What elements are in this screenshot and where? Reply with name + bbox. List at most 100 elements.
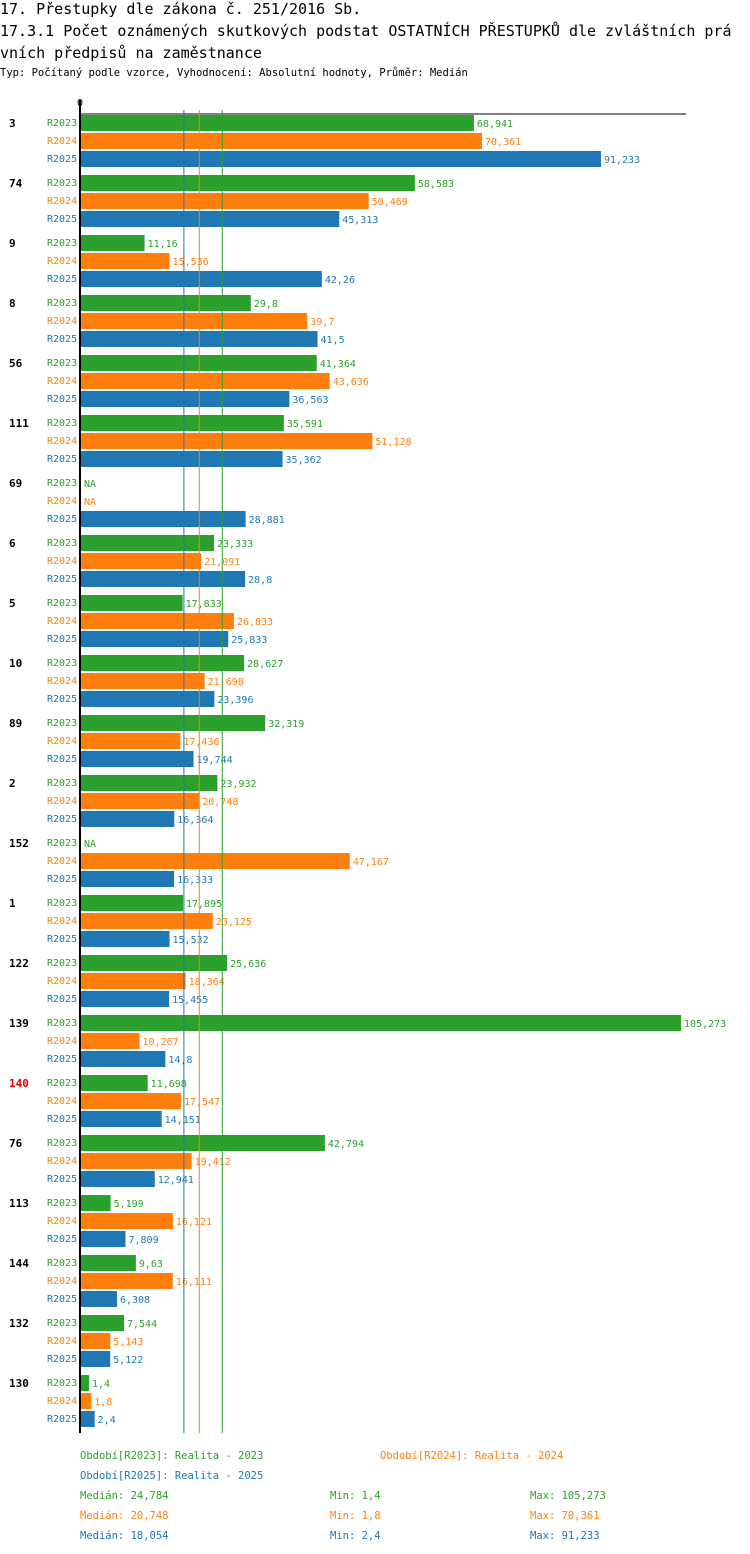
- bar-r2024: [81, 433, 373, 449]
- series-label-r2025: R2025: [47, 1234, 77, 1245]
- series-label-r2023: R2023: [47, 118, 77, 129]
- category-label: 9: [9, 237, 16, 250]
- category-label: 122: [9, 957, 29, 970]
- category-label: 132: [9, 1317, 29, 1330]
- series-label-r2023: R2023: [47, 1018, 77, 1029]
- series-label-r2024: R2024: [47, 1036, 77, 1047]
- series-label-r2025: R2025: [47, 1114, 77, 1125]
- bar-r2023: [81, 1015, 681, 1031]
- series-label-r2025: R2025: [47, 574, 77, 585]
- data-label: 28,8: [248, 575, 272, 586]
- bar-r2023: [81, 1075, 148, 1091]
- data-label: 16,364: [177, 815, 213, 826]
- data-label: 50,469: [372, 197, 408, 208]
- data-label: 26,833: [237, 617, 273, 628]
- category-label: 1: [9, 897, 16, 910]
- series-label-r2024: R2024: [47, 1336, 77, 1347]
- series-label-r2024: R2024: [47, 256, 77, 267]
- data-label: 15,455: [172, 995, 208, 1006]
- series-label-r2024: R2024: [47, 376, 77, 387]
- data-label: 35,362: [286, 455, 322, 466]
- series-label-r2024: R2024: [47, 1396, 77, 1407]
- bar-r2025: [81, 151, 601, 167]
- stat-r2025-min: Min: 2,4: [330, 1530, 381, 1542]
- bar-r2024: [81, 133, 483, 149]
- bar-r2023: [81, 775, 218, 791]
- bar-r2024: [81, 853, 350, 869]
- series-label-r2024: R2024: [47, 676, 77, 687]
- bar-r2025: [81, 271, 322, 287]
- data-label: 2,4: [98, 1415, 116, 1426]
- bar-r2024: [81, 1153, 192, 1169]
- data-label: 17,436: [183, 737, 219, 748]
- data-label: 25,833: [231, 635, 267, 646]
- bar-r2025: [81, 571, 246, 587]
- bar-r2024: [81, 313, 308, 329]
- series-label-r2024: R2024: [47, 1216, 77, 1227]
- series-label-r2024: R2024: [47, 556, 77, 567]
- data-label: 1,8: [94, 1397, 112, 1408]
- series-label-r2024: R2024: [47, 436, 77, 447]
- data-label: 16,111: [176, 1277, 212, 1288]
- bar-r2024: [81, 913, 213, 929]
- data-label: 20,748: [202, 797, 238, 808]
- stat-r2025-max: Max: 91,233: [530, 1530, 600, 1542]
- series-label-r2025: R2025: [47, 1414, 77, 1425]
- series-label-r2024: R2024: [47, 736, 77, 747]
- series-label-r2023: R2023: [47, 478, 77, 489]
- category-label: 3: [9, 117, 16, 130]
- series-label-r2025: R2025: [47, 814, 77, 825]
- legend-r2024: Období[R2024]: Realita - 2024: [380, 1450, 564, 1462]
- bar-r2024: [81, 1033, 140, 1049]
- data-label: 29,8: [254, 299, 278, 310]
- bar-r2024: [81, 373, 330, 389]
- bar-r2024: [81, 1273, 173, 1289]
- legend-r2023: Období[R2023]: Realita - 2023: [80, 1450, 264, 1462]
- bar-r2025: [81, 631, 229, 647]
- bar-r2025: [81, 511, 246, 527]
- series-label-r2023: R2023: [47, 1378, 77, 1389]
- category-label: 130: [9, 1377, 29, 1390]
- bar-r2025: [81, 1171, 155, 1187]
- series-label-r2024: R2024: [47, 316, 77, 327]
- bar-r2023: [81, 1135, 325, 1151]
- bar-r2024: [81, 793, 200, 809]
- category-label: 74: [9, 177, 23, 190]
- series-label-r2023: R2023: [47, 1258, 77, 1269]
- data-label: 19,744: [197, 755, 233, 766]
- data-label: 10,267: [143, 1037, 179, 1048]
- data-label: 41,364: [320, 359, 356, 370]
- series-label-r2023: R2023: [47, 778, 77, 789]
- category-label: 2: [9, 777, 16, 790]
- stat-r2024-median: Medián: 20,748: [80, 1510, 169, 1522]
- category-label: 10: [9, 657, 22, 670]
- series-label-r2023: R2023: [47, 538, 77, 549]
- data-label: 5,143: [113, 1337, 143, 1348]
- series-label-r2023: R2023: [47, 238, 77, 249]
- data-label: 42,794: [328, 1139, 364, 1150]
- data-label: 58,583: [418, 179, 454, 190]
- bar-r2023: [81, 655, 245, 671]
- category-label: 144: [9, 1257, 29, 1270]
- legend-r2025: Období[R2025]: Realita - 2025: [80, 1470, 264, 1482]
- data-label: 32,319: [268, 719, 304, 730]
- data-label: NA: [84, 839, 96, 850]
- data-label: 7,809: [129, 1235, 159, 1246]
- series-label-r2024: R2024: [47, 796, 77, 807]
- series-label-r2023: R2023: [47, 958, 77, 969]
- data-label: 91,233: [604, 155, 640, 166]
- data-label: 6,308: [120, 1295, 150, 1306]
- series-label-r2025: R2025: [47, 694, 77, 705]
- data-label: 35,591: [287, 419, 323, 430]
- series-label-r2023: R2023: [47, 298, 77, 309]
- series-label-r2024: R2024: [47, 496, 77, 507]
- data-label: 17,895: [186, 899, 222, 910]
- data-label: 23,396: [217, 695, 253, 706]
- data-label: 68,941: [477, 119, 513, 130]
- data-label: 41,5: [321, 335, 345, 346]
- category-label: 111: [9, 417, 29, 430]
- series-label-r2023: R2023: [47, 598, 77, 609]
- category-label: 113: [9, 1197, 29, 1210]
- data-label: 12,941: [158, 1175, 194, 1186]
- series-label-r2024: R2024: [47, 136, 77, 147]
